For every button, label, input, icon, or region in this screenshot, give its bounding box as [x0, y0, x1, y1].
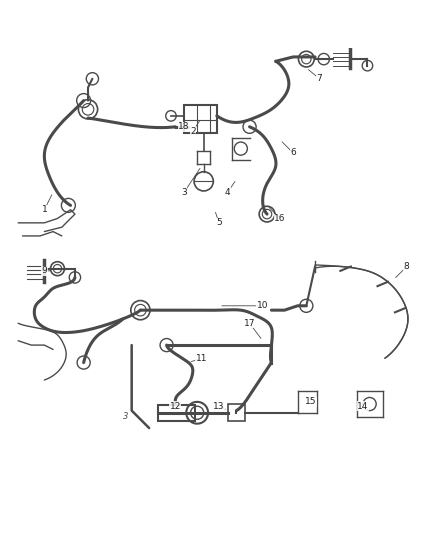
Text: 17: 17 — [244, 319, 255, 328]
Text: 10: 10 — [257, 301, 268, 310]
Text: 3: 3 — [123, 413, 128, 421]
Text: 5: 5 — [216, 219, 222, 228]
Bar — [184, 105, 217, 133]
Text: 18: 18 — [178, 122, 190, 131]
Text: 1: 1 — [42, 205, 47, 214]
Text: 2: 2 — [190, 127, 196, 136]
Text: 8: 8 — [404, 262, 410, 271]
Text: 6: 6 — [290, 149, 296, 157]
Text: 13: 13 — [213, 402, 225, 411]
Text: 4: 4 — [225, 188, 230, 197]
Bar — [228, 404, 245, 422]
Text: 14: 14 — [357, 402, 369, 411]
Text: 9: 9 — [42, 266, 47, 276]
Text: 7: 7 — [317, 74, 322, 83]
Text: 11: 11 — [196, 354, 207, 362]
Text: 16: 16 — [274, 214, 286, 223]
Text: 12: 12 — [170, 402, 181, 411]
Bar — [158, 405, 195, 421]
Text: 15: 15 — [305, 397, 316, 406]
Text: 3: 3 — [181, 188, 187, 197]
